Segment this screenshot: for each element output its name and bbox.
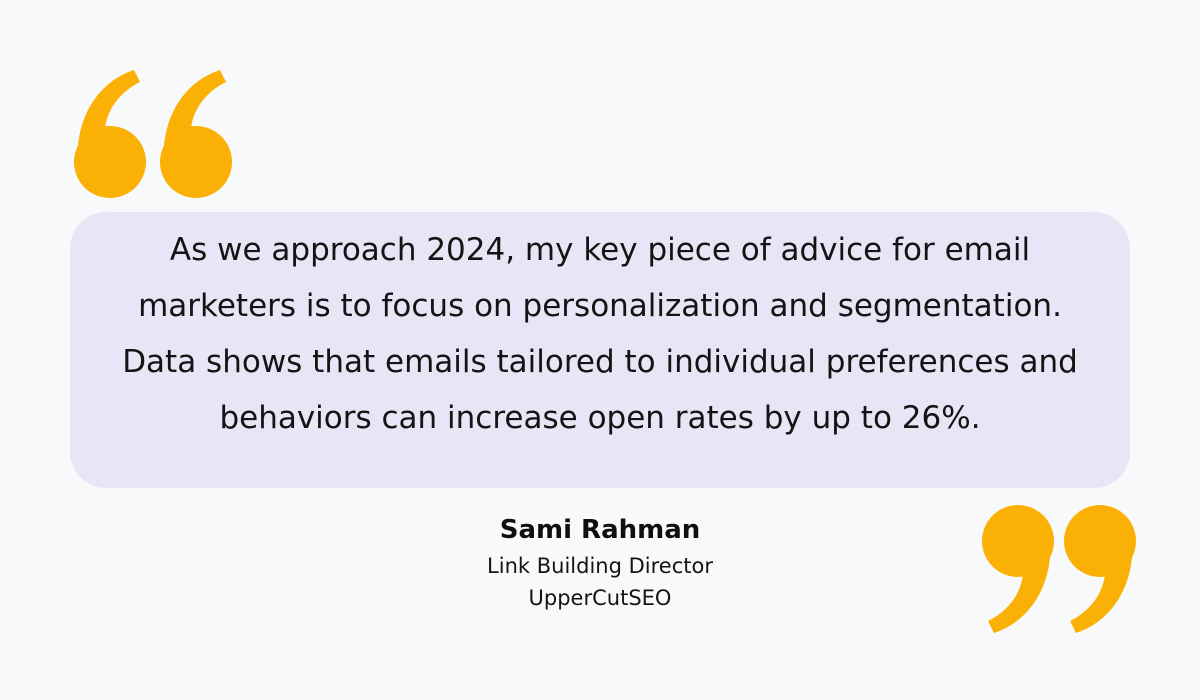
opening-quote-icon bbox=[74, 70, 232, 198]
quote-box: As we approach 2024, my key piece of adv… bbox=[70, 212, 1130, 488]
author-role: Link Building Director bbox=[487, 554, 713, 578]
author-company: UpperCutSEO bbox=[528, 586, 672, 610]
author-block: Sami Rahman Link Building Director Upper… bbox=[0, 510, 1200, 614]
closing-quote-icon bbox=[982, 505, 1136, 633]
quote-text: As we approach 2024, my key piece of adv… bbox=[122, 232, 1078, 436]
author-name: Sami Rahman bbox=[499, 515, 701, 545]
